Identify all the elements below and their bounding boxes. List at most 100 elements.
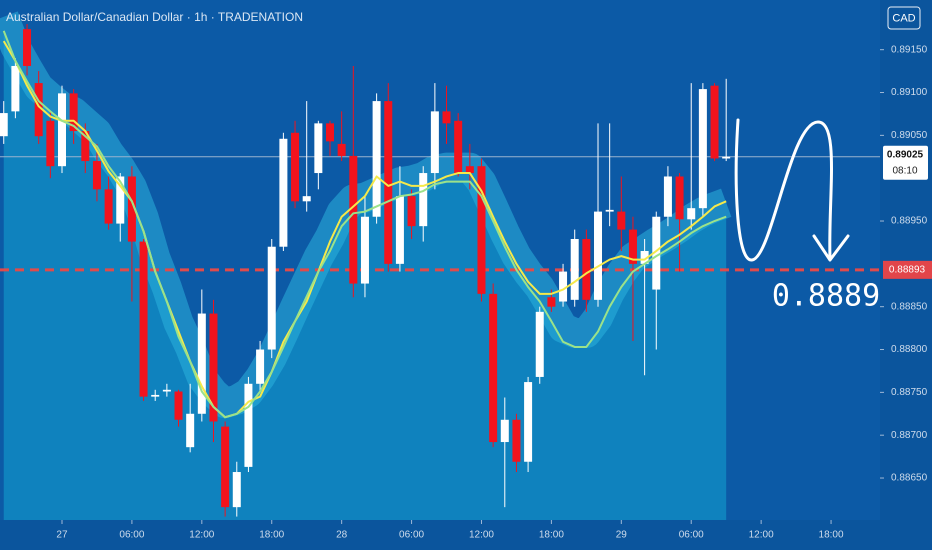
candle-body bbox=[559, 271, 568, 302]
ma-line bbox=[2, 40, 727, 419]
x-tick-label: 18:00 bbox=[259, 530, 284, 541]
axes: 0.89150 0.89100 0.89050 0.88950 0.88850 0.888… bbox=[56, 44, 932, 541]
x-tick-label: 12:00 bbox=[749, 530, 774, 541]
chart-title: Australian Dollar/Canadian Dollar · 1h ·… bbox=[6, 10, 303, 24]
candle-body bbox=[477, 166, 486, 294]
candle-body bbox=[267, 246, 276, 350]
candle-body bbox=[81, 131, 90, 162]
candle-body bbox=[535, 311, 544, 377]
candle-body bbox=[291, 132, 300, 202]
candle-body bbox=[617, 211, 626, 230]
candle-body bbox=[500, 419, 509, 443]
x-tick-label: 06:00 bbox=[119, 530, 144, 541]
candle-body bbox=[23, 29, 32, 66]
candle-body bbox=[698, 89, 707, 209]
last-price-box bbox=[883, 145, 928, 180]
candle-body bbox=[454, 120, 463, 174]
candle-body bbox=[57, 93, 66, 167]
x-tick-label: 06:00 bbox=[399, 530, 424, 541]
annotation: 0.8889 bbox=[772, 279, 880, 314]
candle-body bbox=[512, 419, 521, 462]
y-tick-label: 0.89150 bbox=[891, 44, 928, 55]
candle-body bbox=[722, 156, 731, 159]
x-tick-label: 06:00 bbox=[679, 530, 704, 541]
ma-line bbox=[2, 30, 727, 419]
candle-body bbox=[104, 189, 113, 224]
candle-body bbox=[384, 101, 393, 264]
candle-body bbox=[395, 196, 404, 264]
candle-body bbox=[710, 85, 719, 159]
candle-body bbox=[0, 113, 8, 137]
candle-body bbox=[442, 111, 451, 124]
y-tick-label: 0.89100 bbox=[891, 87, 928, 98]
candle-body bbox=[430, 111, 439, 174]
candle-body bbox=[46, 120, 55, 167]
target-label: 0.88893 bbox=[889, 264, 926, 275]
candle-body bbox=[407, 196, 416, 227]
candle-body bbox=[174, 391, 183, 420]
candle-body bbox=[69, 93, 78, 132]
candle-body bbox=[489, 293, 498, 443]
candle-body bbox=[326, 123, 334, 142]
x-tick-label: 18:00 bbox=[539, 530, 564, 541]
currency-label[interactable]: CAD bbox=[892, 12, 915, 24]
candle-body bbox=[594, 211, 603, 300]
candle-body bbox=[675, 176, 684, 220]
candle-body bbox=[221, 426, 230, 508]
candle-body bbox=[419, 173, 428, 227]
candle-body bbox=[256, 349, 265, 384]
candle-body bbox=[582, 239, 591, 300]
candle-body bbox=[127, 176, 136, 242]
target-label-box bbox=[883, 260, 932, 279]
candle-body bbox=[524, 382, 533, 462]
candle-body bbox=[687, 208, 696, 220]
candle-body bbox=[186, 413, 195, 448]
y-tick-label: 0.88800 bbox=[891, 344, 928, 355]
candle-body bbox=[640, 251, 649, 264]
arrow-drawing bbox=[734, 118, 850, 262]
candle-body bbox=[663, 176, 672, 217]
time-axis bbox=[0, 520, 880, 550]
candle-body bbox=[652, 216, 661, 290]
candle-body bbox=[360, 216, 369, 284]
candle-body bbox=[11, 65, 20, 112]
y-tick-label: 0.89050 bbox=[891, 130, 928, 141]
plot-area bbox=[0, 11, 880, 520]
candle-body bbox=[162, 389, 171, 392]
y-tick-label: 0.88700 bbox=[891, 430, 928, 441]
candle-body bbox=[34, 83, 43, 137]
candle-body bbox=[337, 143, 346, 156]
candle-body bbox=[232, 472, 241, 508]
candle-body bbox=[151, 394, 160, 397]
candle-body bbox=[465, 166, 474, 174]
candle-body bbox=[279, 138, 288, 247]
candle-body bbox=[197, 313, 206, 414]
candle-body bbox=[92, 161, 101, 190]
x-tick-label: 28 bbox=[336, 530, 348, 541]
last-price-label: 0.89025 bbox=[887, 149, 924, 160]
y-tick-label: 0.88650 bbox=[891, 473, 928, 484]
x-tick-label: 12:00 bbox=[469, 530, 494, 541]
candle-body bbox=[116, 176, 125, 224]
candle-body bbox=[209, 313, 218, 422]
y-tick-label: 0.88850 bbox=[891, 301, 928, 312]
candle-body bbox=[605, 209, 614, 212]
x-tick-label: 27 bbox=[56, 530, 68, 541]
candle-body bbox=[547, 297, 556, 307]
candle-body bbox=[244, 383, 253, 467]
candle-body bbox=[628, 229, 637, 264]
countdown: 08:10 bbox=[892, 165, 917, 176]
x-tick-label: 18:00 bbox=[819, 530, 844, 541]
currency-button[interactable] bbox=[887, 6, 921, 30]
candle-body bbox=[139, 241, 148, 397]
candle-body bbox=[349, 155, 358, 284]
x-tick-label: 29 bbox=[616, 530, 628, 541]
y-tick-label: 0.88950 bbox=[891, 216, 928, 227]
x-tick-label: 12:00 bbox=[189, 530, 214, 541]
candle-body bbox=[372, 101, 381, 217]
y-tick-label: 0.88750 bbox=[891, 387, 928, 398]
candle-body bbox=[570, 239, 579, 300]
candle-body bbox=[314, 123, 323, 174]
